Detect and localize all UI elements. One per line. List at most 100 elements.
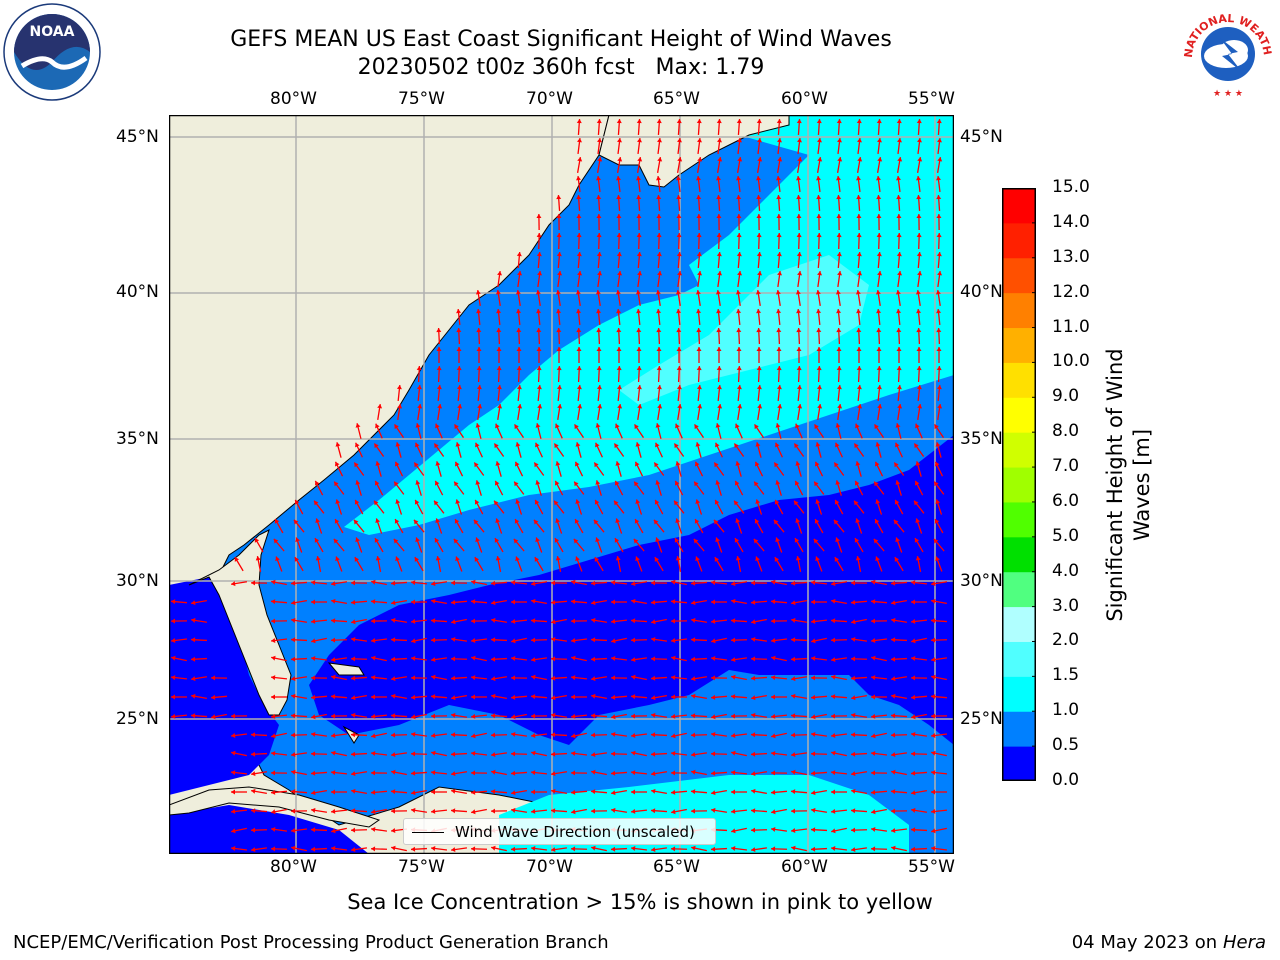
wind-wave-arrow bbox=[614, 480, 624, 496]
wind-wave-arrow bbox=[513, 424, 525, 438]
wind-wave-arrow bbox=[510, 656, 528, 661]
wind-wave-arrow bbox=[695, 442, 702, 458]
wind-wave-arrow bbox=[835, 537, 843, 553]
wind-wave-arrow bbox=[553, 500, 565, 514]
wind-wave-arrow bbox=[394, 518, 404, 534]
wind-wave-arrow bbox=[430, 713, 448, 719]
wind-wave-arrow bbox=[716, 251, 722, 269]
wind-wave-arrow bbox=[711, 637, 727, 644]
wind-wave-arrow bbox=[556, 347, 562, 363]
wind-wave-arrow bbox=[375, 518, 383, 534]
wind-wave-arrow bbox=[696, 347, 702, 363]
wind-wave-arrow bbox=[616, 347, 622, 363]
wind-wave-arrow bbox=[550, 847, 568, 853]
wind-wave-arrow bbox=[855, 461, 862, 477]
wind-wave-arrow bbox=[456, 327, 462, 345]
lon-tick-top: 55°W bbox=[908, 89, 955, 109]
wind-wave-arrow bbox=[630, 733, 648, 738]
wind-wave-arrow bbox=[530, 770, 548, 776]
wind-wave-arrow bbox=[930, 618, 948, 624]
wind-wave-arrow bbox=[370, 618, 388, 624]
wind-wave-arrow bbox=[934, 461, 944, 477]
wind-wave-arrow bbox=[415, 423, 422, 439]
wind-wave-arrow bbox=[516, 308, 522, 326]
wind-wave-arrow bbox=[836, 327, 842, 345]
wind-wave-arrow bbox=[430, 637, 448, 643]
wave-band-1-0-to-1-5 bbox=[344, 115, 954, 535]
wind-wave-arrow bbox=[935, 556, 943, 572]
wind-wave-arrow bbox=[470, 846, 488, 852]
wind-wave-arrow bbox=[753, 481, 765, 495]
wind-wave-arrow bbox=[796, 308, 802, 326]
wind-wave-arrow bbox=[810, 656, 828, 661]
wind-wave-arrow bbox=[210, 675, 228, 681]
wind-wave-arrow bbox=[611, 713, 627, 720]
wind-wave-arrow bbox=[636, 347, 642, 363]
wind-wave-arrow bbox=[611, 637, 627, 644]
wind-wave-arrow bbox=[571, 579, 587, 586]
wind-wave-arrow bbox=[491, 693, 507, 700]
wind-wave-arrow bbox=[735, 518, 743, 534]
wind-wave-arrow bbox=[190, 617, 208, 623]
wind-wave-arrow bbox=[530, 713, 548, 719]
wind-wave-arrow bbox=[775, 289, 781, 307]
wind-wave-arrow bbox=[833, 462, 845, 476]
wind-wave-arrow bbox=[590, 617, 608, 623]
wind-wave-arrow bbox=[653, 462, 665, 476]
wind-wave-arrow bbox=[855, 556, 862, 572]
wind-wave-arrow bbox=[650, 771, 668, 777]
wind-wave-arrow bbox=[453, 481, 465, 495]
wind-wave-arrow bbox=[795, 556, 802, 572]
wind-wave-arrow bbox=[755, 289, 761, 307]
wind-wave-arrow bbox=[530, 808, 548, 814]
wind-wave-arrow bbox=[250, 732, 268, 738]
wind-wave-arrow bbox=[910, 656, 928, 661]
wind-wave-arrow bbox=[496, 327, 502, 345]
wind-wave-arrow bbox=[550, 636, 568, 642]
wind-wave-arrow bbox=[857, 137, 862, 155]
wind-wave-arrow bbox=[576, 232, 582, 250]
wind-wave-arrow bbox=[637, 403, 643, 421]
wind-wave-arrow bbox=[930, 733, 948, 738]
wind-wave-arrow bbox=[631, 750, 647, 757]
wind-wave-arrow bbox=[477, 403, 483, 421]
wind-wave-arrow bbox=[936, 251, 942, 269]
wind-wave-arrow bbox=[736, 194, 742, 212]
wind-wave-arrow bbox=[776, 157, 783, 173]
wind-wave-arrow bbox=[436, 384, 442, 402]
wind-wave-arrow bbox=[876, 213, 882, 231]
wind-wave-arrow bbox=[717, 137, 722, 155]
wind-wave-arrow bbox=[490, 789, 508, 795]
wind-wave-arrow bbox=[576, 194, 582, 212]
wind-wave-arrow bbox=[595, 537, 603, 553]
wind-wave-arrow bbox=[810, 694, 828, 700]
wind-wave-arrow bbox=[290, 656, 308, 662]
wind-wave-arrow bbox=[596, 213, 602, 231]
wind-wave-arrow bbox=[310, 827, 328, 833]
wind-wave-arrow bbox=[795, 461, 802, 477]
wind-wave-arrow bbox=[731, 789, 747, 795]
wind-wave-arrow bbox=[471, 579, 487, 586]
wind-wave-arrow bbox=[651, 618, 667, 625]
wind-wave-arrow bbox=[610, 675, 628, 681]
cuba-landmass bbox=[169, 786, 381, 828]
wind-wave-arrow bbox=[937, 403, 943, 421]
wind-wave-arrow bbox=[556, 365, 562, 383]
wind-wave-arrow bbox=[557, 403, 563, 421]
wind-wave-arrow bbox=[816, 175, 821, 193]
wind-wave-arrow bbox=[876, 175, 881, 193]
wind-wave-arrow bbox=[850, 599, 868, 605]
wind-wave-arrow bbox=[895, 480, 902, 496]
wind-wave-arrow bbox=[715, 537, 723, 553]
wind-wave-arrow bbox=[850, 847, 868, 853]
wind-wave-arrow bbox=[511, 789, 527, 796]
wind-wave-arrow bbox=[635, 556, 643, 572]
wind-wave-arrow bbox=[310, 694, 328, 700]
wind-wave-arrow bbox=[576, 251, 582, 269]
wind-wave-arrow bbox=[511, 713, 527, 720]
wind-wave-arrow bbox=[651, 694, 667, 701]
wind-wave-arrow bbox=[911, 637, 927, 644]
wind-wave-arrow bbox=[854, 480, 864, 496]
wind-wave-arrow bbox=[796, 194, 802, 212]
wind-wave-arrow bbox=[630, 637, 648, 643]
